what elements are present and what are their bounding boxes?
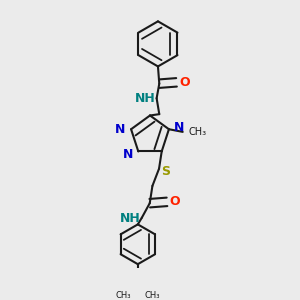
- Text: N: N: [123, 148, 133, 160]
- Text: O: O: [179, 76, 190, 89]
- Text: NH: NH: [135, 92, 155, 105]
- Text: O: O: [169, 195, 180, 208]
- Text: CH₃: CH₃: [116, 291, 131, 300]
- Text: CH₃: CH₃: [188, 127, 206, 137]
- Text: N: N: [115, 123, 125, 136]
- Text: CH₃: CH₃: [145, 291, 160, 300]
- Text: N: N: [174, 122, 184, 134]
- Text: S: S: [161, 165, 170, 178]
- Text: NH: NH: [120, 212, 140, 225]
